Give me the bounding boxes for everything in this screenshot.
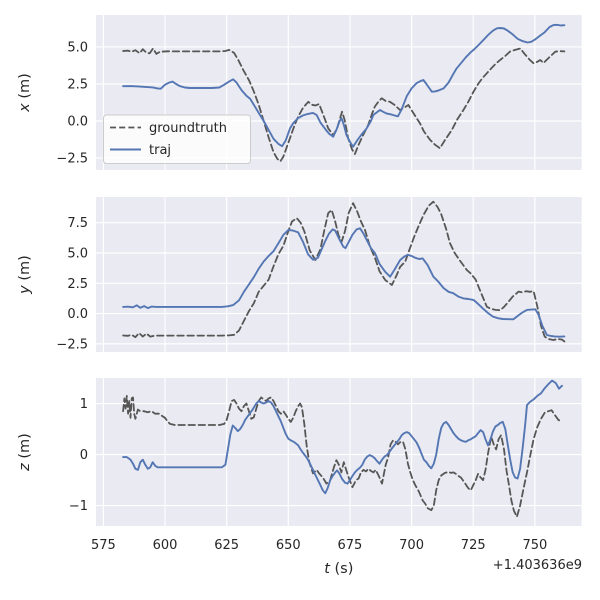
x-tick-label: 625 xyxy=(214,538,239,553)
y-tick-label: 0 xyxy=(80,448,88,463)
ylabel-z: z (m) xyxy=(17,433,33,472)
x-tick-label: 750 xyxy=(522,538,547,553)
y-tick-label: 2.5 xyxy=(67,77,88,92)
x-tick-label: 725 xyxy=(461,538,486,553)
y-tick-label: −2.5 xyxy=(56,152,88,167)
traj-line xyxy=(122,227,566,338)
traj-line xyxy=(122,23,566,148)
groundtruth-line xyxy=(122,200,566,343)
groundtruth-line xyxy=(122,47,566,163)
plot-area xyxy=(96,378,582,526)
y-tick-label: −1 xyxy=(69,499,88,514)
y-tick-label: 1 xyxy=(80,397,88,412)
plot-area xyxy=(96,197,582,352)
y-tick-label: 5.0 xyxy=(67,40,88,55)
y-tick-label: 7.5 xyxy=(67,216,88,231)
subplot-y: 7.5 5.0 2.5 0.0 −2.5 xyxy=(56,197,582,352)
y-tick-label: 2.5 xyxy=(67,277,88,292)
x-tick-label: 575 xyxy=(91,538,116,553)
xlabel: t (s) xyxy=(324,561,353,577)
x-tick-label: 650 xyxy=(276,538,301,553)
subplot-z: 1 0 −1 575 600 625 650 675 700 725 750 xyxy=(69,378,582,553)
y-tick-label: 0.0 xyxy=(67,307,88,322)
y-tick-label: 0.0 xyxy=(67,114,88,129)
x-tick-label: 600 xyxy=(153,538,178,553)
x-tick-label: 700 xyxy=(399,538,424,553)
y-tick-label: 5.0 xyxy=(67,246,88,261)
legend-traj-label: traj xyxy=(149,143,171,158)
x-axis-offset-text: +1.403636e9 xyxy=(493,558,582,573)
x-tick-label: 675 xyxy=(338,538,363,553)
ylabel-x: x (m) xyxy=(17,73,33,113)
y-tick-label: −2.5 xyxy=(56,337,88,352)
traj-line xyxy=(122,379,563,495)
legend: groundtruth traj xyxy=(103,114,251,164)
overlay-layer: x (m) y (m) z (m) t (s) +1.403636e9 grou… xyxy=(17,73,582,577)
groundtruth-line xyxy=(122,394,563,518)
legend-groundtruth-label: groundtruth xyxy=(149,121,227,136)
ylabel-y: y (m) xyxy=(17,255,33,295)
